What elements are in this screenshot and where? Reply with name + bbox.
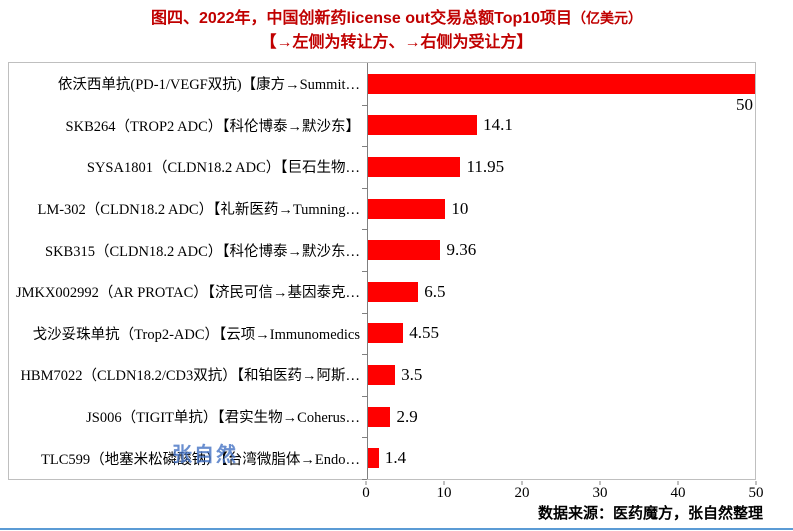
category-label: SKB264（TROP2 ADC）【科伦博泰→默沙东】 xyxy=(65,118,360,135)
bar-track: 9.36 xyxy=(367,229,755,271)
plot-area: 依沃西单抗(PD-1/VEGF双抗)【康方→Summit… 50 SKB264（TR… xyxy=(8,62,756,480)
x-axis-tick xyxy=(677,481,679,485)
chart-row: SYSA1801（CLDN18.2 ADC）【巨石生物… 11.95 xyxy=(9,146,755,189)
bar xyxy=(368,115,478,136)
x-axis: 0 10 20 30 40 50 xyxy=(362,481,764,503)
value-label: 6.5 xyxy=(424,281,446,301)
value-label: 14.1 xyxy=(483,115,513,135)
value-label: 10 xyxy=(451,198,469,218)
bar-track: 2.9 xyxy=(367,395,755,438)
x-axis-tick-label: 10 xyxy=(436,485,452,501)
value-label: 4.55 xyxy=(409,323,439,343)
bar-track: 14.1 xyxy=(367,104,755,147)
bar xyxy=(368,156,461,177)
x-axis-tick-label: 0 xyxy=(362,485,370,501)
x-axis-tick xyxy=(365,481,367,485)
chart-title: 图四、2022年，中国创新药license out交易总额Top10项目（亿美元… xyxy=(0,4,793,28)
chart-title-text: 图四、2022年，中国创新药license out交易总额Top10项目 xyxy=(150,10,573,27)
chart-row: 依沃西单抗(PD-1/VEGF双抗)【康方→Summit… 50 xyxy=(9,63,755,114)
x-axis-tick xyxy=(599,481,601,485)
chart-subtitle: 【→左侧为转让方、→右侧为受让方】 xyxy=(260,34,533,51)
category-label: HBM7022（CLDN18.2/CD3双抗）【和铂医药→阿斯… xyxy=(20,368,360,385)
category-label: LM-302（CLDN18.2 ADC）【礼新医药→Tumning… xyxy=(37,202,360,219)
data-source-note: 数据来源：医药魔方，张自然整理 xyxy=(537,506,763,522)
chart-row: JMKX002992（AR PROTAC）【济民可信→基因泰克… 6.5 xyxy=(9,270,755,314)
category-label: SYSA1801（CLDN18.2 ADC）【巨石生物… xyxy=(86,160,360,177)
chart-row: SKB315（CLDN18.2 ADC）【科伦博泰→默沙东… 9.36 xyxy=(9,229,755,272)
value-label: 1.4 xyxy=(384,448,407,468)
bar xyxy=(368,448,379,469)
bar-track: 11.95 xyxy=(367,146,755,188)
category-label: 依沃西单抗(PD-1/VEGF双抗)【康方→Summit… xyxy=(57,77,360,94)
chart-row: HBM7022（CLDN18.2/CD3双抗）【和铂医药→阿斯… 3.5 xyxy=(9,354,755,397)
x-axis-tick xyxy=(521,481,523,485)
bar-track: 10 xyxy=(367,187,755,230)
bar xyxy=(368,323,404,344)
bar-track: 50 xyxy=(367,63,755,114)
bar xyxy=(368,240,441,261)
value-label: 11.95 xyxy=(466,156,505,176)
x-axis-tick-label: 50 xyxy=(748,485,764,501)
x-axis-tick xyxy=(755,481,757,485)
category-label: JS006（TIGIT单抗）【君实生物→Coherus… xyxy=(86,410,360,427)
category-label: JMKX002992（AR PROTAC）【济民可信→基因泰克… xyxy=(15,285,360,302)
category-label: TLC599（地塞米松磷酸钠）【台湾微脂体→Endo… xyxy=(41,451,360,468)
x-axis-tick-label: 40 xyxy=(670,485,686,501)
chart-row: TLC599（地塞米松磷酸钠）【台湾微脂体→Endo… 1.4 xyxy=(9,437,755,480)
category-label: SKB315（CLDN18.2 ADC）【科伦博泰→默沙东… xyxy=(45,243,360,260)
bottom-divider xyxy=(0,528,793,530)
chart-row: 戈沙妥珠单抗（Trop2-ADC）【云项→Immunomedics 4.55 xyxy=(9,312,755,355)
value-label: 50 xyxy=(736,95,753,114)
category-label: 戈沙妥珠单抗（Trop2-ADC）【云项→Immunomedics xyxy=(32,326,360,343)
bar-track: 4.55 xyxy=(367,312,755,355)
x-axis-tick-label: 20 xyxy=(514,485,530,501)
x-axis-tick xyxy=(443,481,445,485)
chart-row: SKB264（TROP2 ADC）【科伦博泰→默沙东】 14.1 xyxy=(9,104,755,147)
bar xyxy=(368,364,396,385)
bar xyxy=(368,73,755,94)
chart-title-unit: （亿美元） xyxy=(572,10,643,26)
value-label: 9.36 xyxy=(446,240,477,260)
bar xyxy=(368,198,446,219)
bar-track: 6.5 xyxy=(367,270,755,313)
chart-row: JS006（TIGIT单抗）【君实生物→Coherus… 2.9 xyxy=(9,395,755,438)
chart-row: LM-302（CLDN18.2 ADC）【礼新医药→Tumning… 10 xyxy=(9,187,755,230)
bar-track: 1.4 xyxy=(367,437,755,479)
value-label: 2.9 xyxy=(396,406,418,426)
bar xyxy=(368,281,419,302)
value-label: 3.5 xyxy=(401,364,423,384)
bar xyxy=(368,406,391,427)
bar-track: 3.5 xyxy=(367,354,755,396)
x-axis-tick-label: 30 xyxy=(592,485,608,501)
